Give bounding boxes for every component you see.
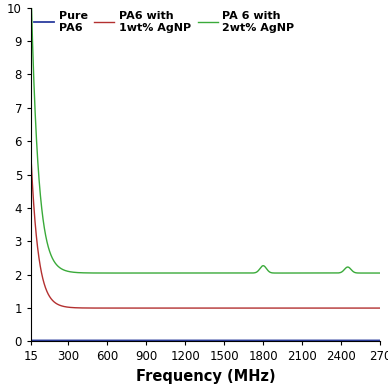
Pure
PA6 [306,338,311,343]
PA 6 with
2wt% AgNP [46,246,51,250]
Line: PA6 with
1wt% AgNP: PA6 with 1wt% AgNP [31,158,380,308]
Legend: Pure
PA6, PA6 with
1wt% AgNP, PA 6 with
2wt% AgNP: Pure PA6, PA6 with 1wt% AgNP, PA 6 with … [32,9,296,35]
PA6 with
1wt% AgNP [46,293,51,297]
PA6 with
1wt% AgNP [305,306,310,310]
Pure
PA6 [288,338,292,343]
PA6 with
1wt% AgNP [306,306,311,310]
PA6 with
1wt% AgNP [378,306,383,310]
Pure
PA6 [29,338,33,343]
PA 6 with
2wt% AgNP [305,271,309,275]
PA 6 with
2wt% AgNP [306,271,311,275]
PA6 with
1wt% AgNP [251,306,255,310]
PA6 with
1wt% AgNP [155,306,160,310]
PA 6 with
2wt% AgNP [155,271,160,275]
Pure
PA6 [236,338,240,343]
X-axis label: Frequency (MHz): Frequency (MHz) [136,369,275,384]
PA 6 with
2wt% AgNP [378,271,383,275]
Pure
PA6 [251,338,255,343]
PA6 with
1wt% AgNP [29,156,33,160]
Pure
PA6 [378,338,383,343]
PA 6 with
2wt% AgNP [288,271,292,275]
Pure
PA6 [155,338,160,343]
PA6 with
1wt% AgNP [236,306,240,310]
PA6 with
1wt% AgNP [288,306,292,310]
Line: PA 6 with
2wt% AgNP: PA 6 with 2wt% AgNP [31,0,380,273]
PA 6 with
2wt% AgNP [236,271,240,275]
Pure
PA6 [46,338,51,343]
PA 6 with
2wt% AgNP [251,271,255,275]
